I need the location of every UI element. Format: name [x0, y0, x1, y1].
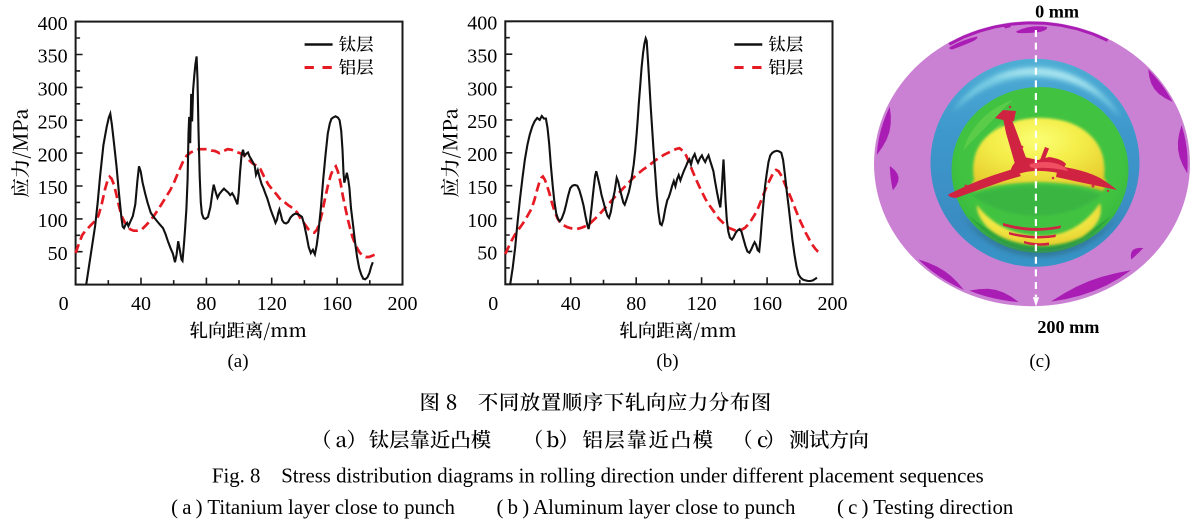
svg-text:100: 100	[467, 210, 497, 232]
svg-text:(c): (c)	[1029, 351, 1050, 372]
svg-text:(a): (a)	[227, 351, 248, 372]
svg-text:Fig. 8 Stress distribution di: Fig. 8 Stress distribution diagrams in r…	[212, 465, 984, 488]
svg-text:0 mm: 0 mm	[1035, 2, 1079, 22]
svg-text:40: 40	[561, 293, 581, 315]
svg-text:160: 160	[752, 293, 782, 315]
svg-text:300: 300	[38, 79, 68, 101]
svg-text:0: 0	[488, 293, 498, 315]
svg-text:200: 200	[388, 293, 418, 315]
svg-text:120: 120	[257, 293, 287, 315]
svg-text:50: 50	[48, 243, 68, 265]
svg-text:40: 40	[131, 293, 151, 315]
svg-text:350: 350	[467, 45, 497, 67]
svg-text:150: 150	[38, 177, 68, 199]
svg-text:300: 300	[467, 78, 497, 100]
svg-text:50: 50	[477, 243, 497, 265]
svg-text:400: 400	[467, 13, 497, 35]
svg-text:200: 200	[467, 144, 497, 166]
svg-text:200: 200	[38, 144, 68, 166]
svg-text:200 mm: 200 mm	[1037, 317, 1099, 337]
svg-text:120: 120	[687, 293, 717, 315]
svg-text:350: 350	[38, 46, 68, 68]
svg-text:160: 160	[322, 293, 352, 315]
svg-text:0: 0	[59, 293, 69, 315]
svg-text:400: 400	[38, 13, 68, 35]
svg-text:250: 250	[38, 111, 68, 133]
svg-text:(b): (b)	[656, 351, 678, 372]
svg-text:150: 150	[467, 177, 497, 199]
svg-text:80: 80	[196, 293, 216, 315]
svg-text:80: 80	[626, 293, 646, 315]
svg-text:( a ) Titanium layer close to: ( a ) Titanium layer close to punch ( b …	[171, 496, 1014, 519]
svg-text:100: 100	[38, 210, 68, 232]
svg-text:250: 250	[467, 111, 497, 133]
svg-text:200: 200	[818, 293, 848, 315]
